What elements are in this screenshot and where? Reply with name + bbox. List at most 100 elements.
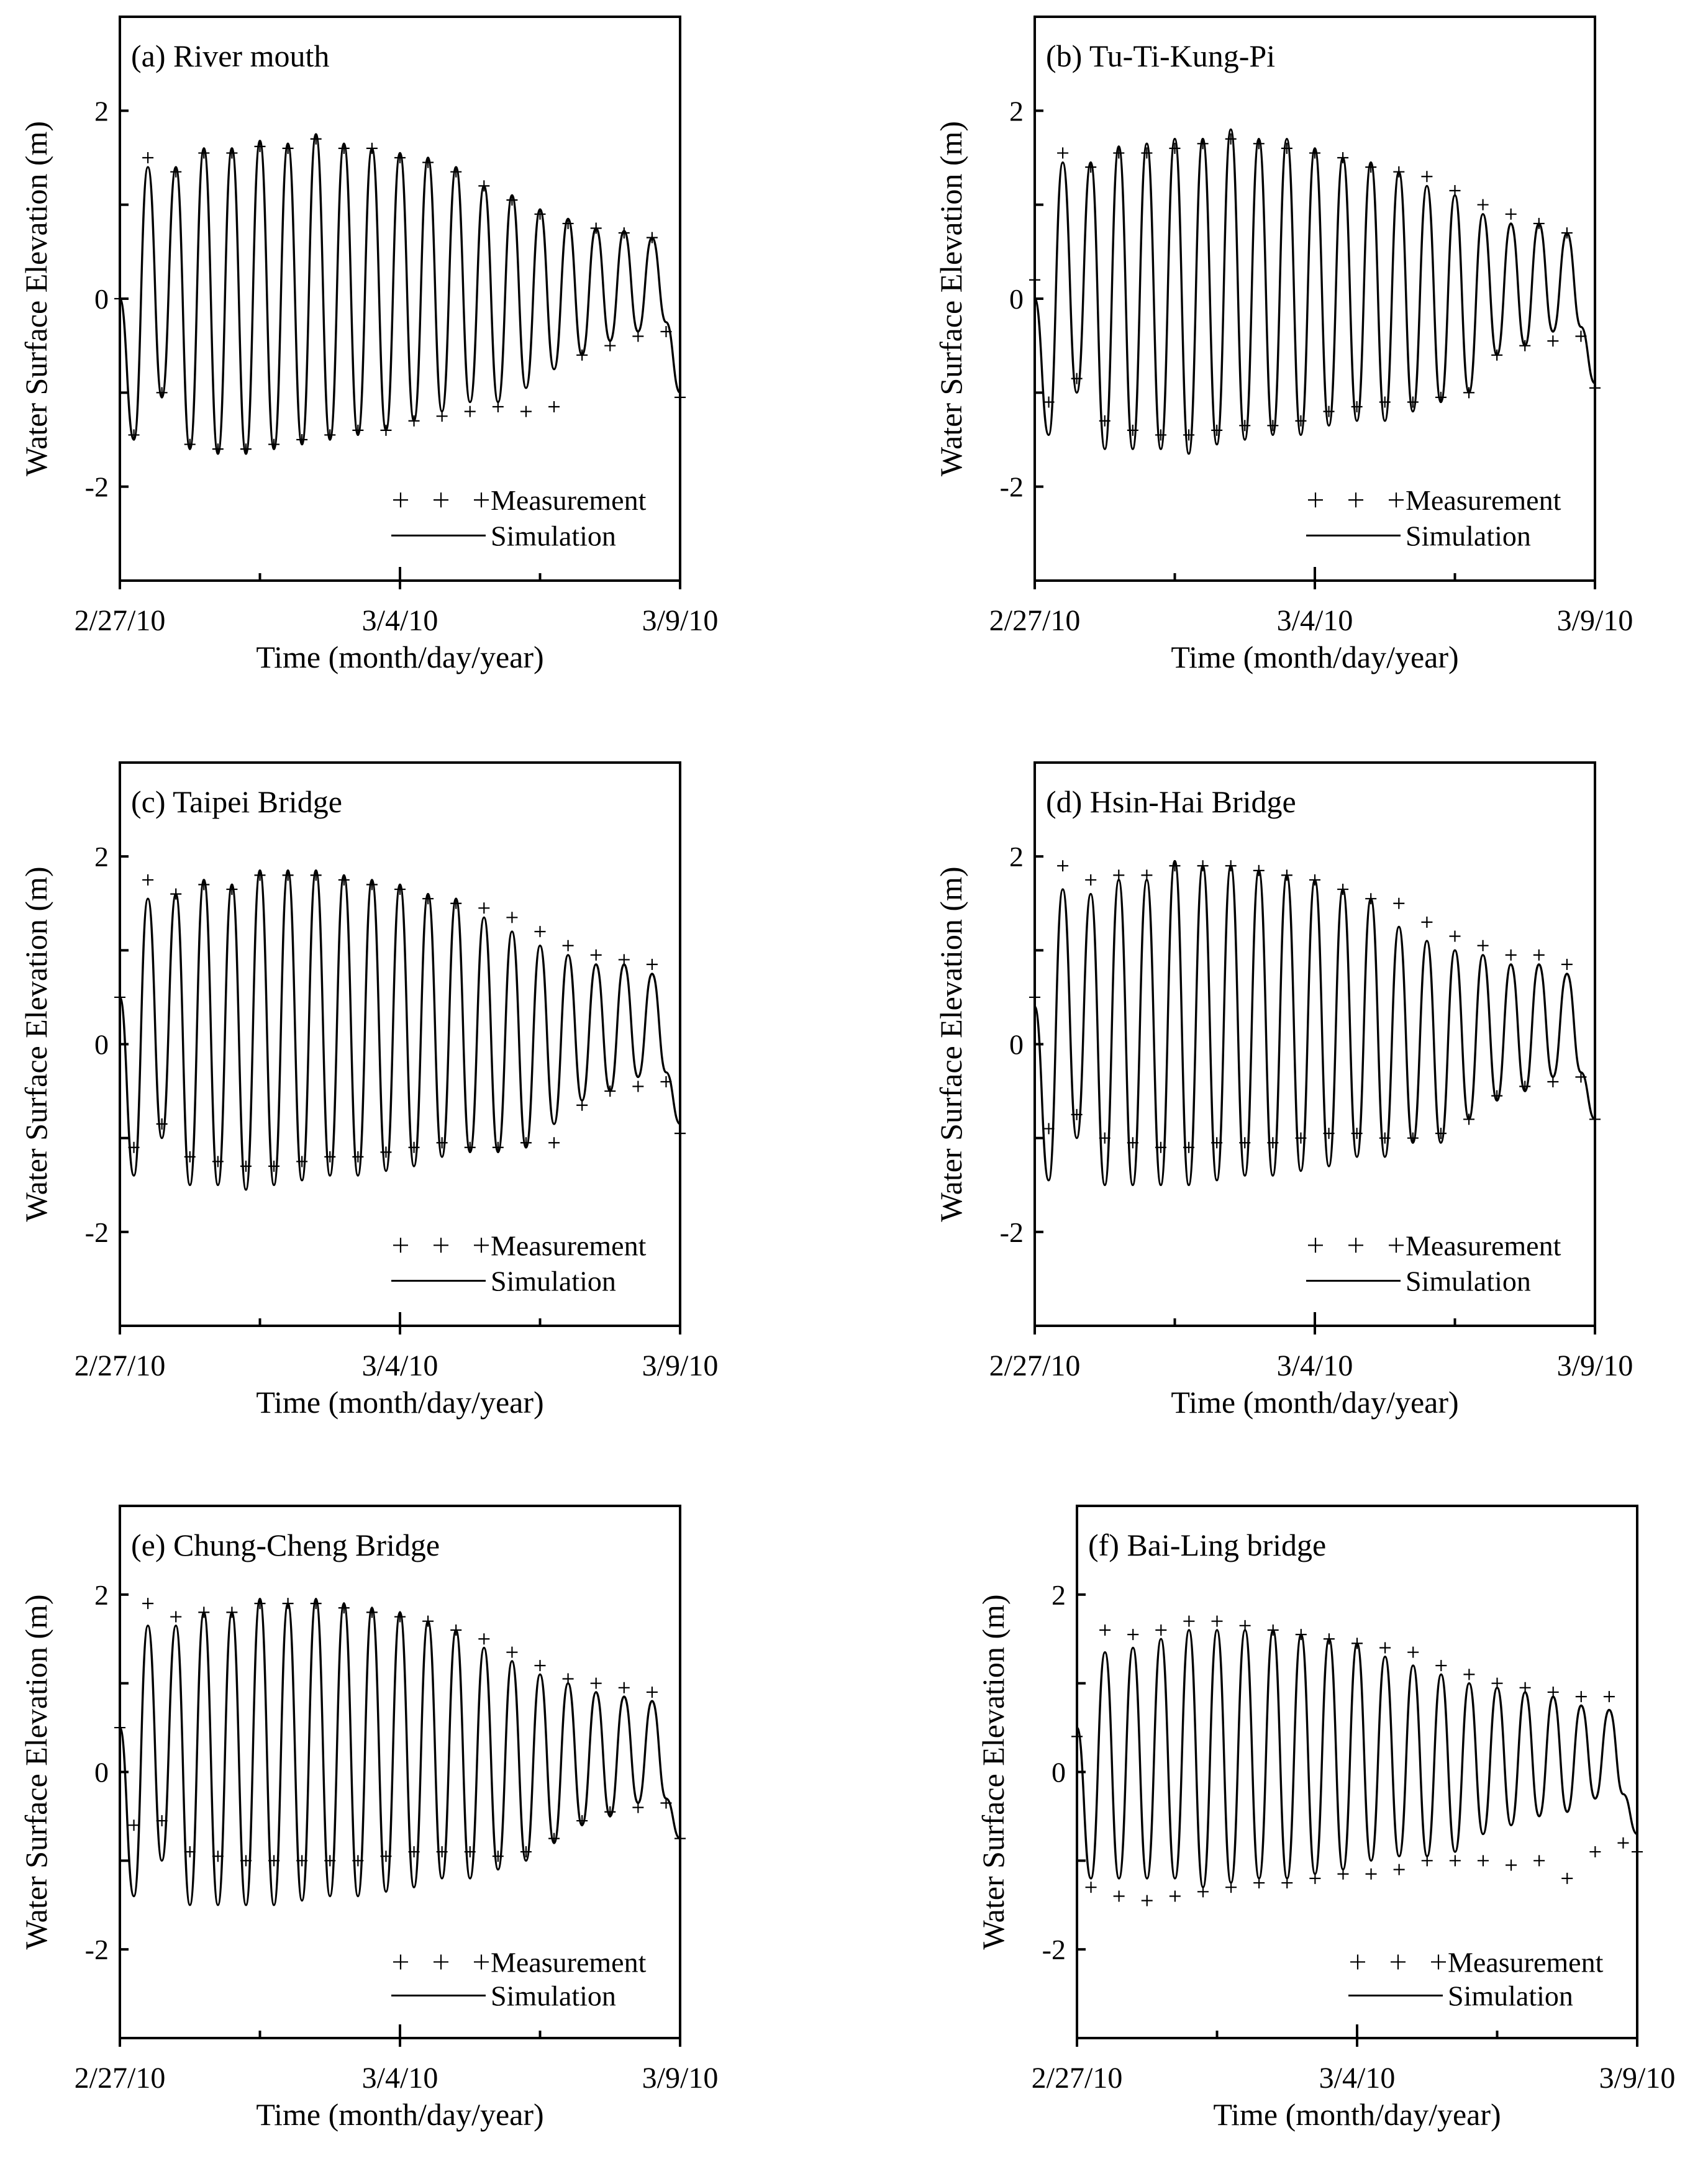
measurement-point: [254, 1598, 266, 1610]
panel-title: (c) Taipei Bridge: [131, 784, 342, 819]
measurement-point: [520, 406, 532, 417]
measurement-point: [1253, 1877, 1265, 1889]
measurement-point: [1547, 1076, 1559, 1087]
simulation-line: [119, 869, 681, 1191]
legend-measurement-marker: [1391, 1954, 1406, 1970]
measurement-point: [1099, 1132, 1111, 1144]
measurement-point: [1575, 1691, 1587, 1703]
measurement-point: [156, 1815, 168, 1827]
measurement-point: [675, 1128, 686, 1140]
measurement-point: [114, 1722, 125, 1734]
measurement-point: [1603, 1691, 1615, 1703]
legend-measurement-label: Measurement: [491, 1230, 647, 1261]
measurement-point: [1519, 340, 1531, 351]
measurement-point: [1365, 1868, 1377, 1880]
legend-simulation-label: Simulation: [491, 520, 616, 551]
measurement-point: [282, 142, 294, 154]
measurement-point: [436, 1137, 448, 1149]
measurement-point: [590, 949, 602, 961]
measurement-point: [604, 1806, 616, 1818]
measurement-point: [1449, 184, 1461, 196]
x-tick-label: 3/9/10: [642, 604, 719, 637]
measurement-point: [1589, 382, 1601, 394]
x-tick-label: 3/4/10: [1277, 604, 1353, 637]
measurement-point: [268, 1161, 280, 1172]
measurement-point: [1253, 138, 1265, 150]
measurement-point: [548, 1833, 560, 1844]
measurement-point: [450, 166, 462, 178]
measurement-point: [436, 1846, 448, 1858]
measurement-point: [142, 152, 154, 163]
measurement-point: [1505, 949, 1517, 961]
legend-measurement-marker: [474, 1238, 489, 1253]
measurement-point: [1435, 1660, 1447, 1672]
measurement-point: [1393, 166, 1405, 178]
measurement-point: [170, 166, 182, 178]
legend-simulation-label: Simulation: [1406, 1265, 1531, 1297]
measurement-point: [1365, 161, 1377, 173]
simulation-line: [1076, 1629, 1638, 1888]
legend-measurement-marker: [434, 492, 448, 508]
measurement-point: [464, 406, 476, 417]
measurement-point: [436, 410, 448, 422]
y-tick-label: 2: [1009, 841, 1024, 872]
measurement-point: [338, 874, 350, 886]
measurement-point: [464, 1846, 476, 1858]
measurement-point: [478, 1633, 490, 1645]
measurement-point: [128, 1819, 140, 1831]
measurement-point: [1519, 1682, 1531, 1693]
measurement-point: [534, 1660, 546, 1672]
measurement-point: [1239, 1620, 1251, 1631]
measurement-point: [380, 1851, 392, 1862]
measurement-point: [1309, 147, 1320, 159]
measurement-point: [1407, 1646, 1419, 1658]
measurement-point: [1183, 1141, 1195, 1153]
x-tick-label: 2/27/10: [989, 604, 1081, 637]
measurement-point: [128, 429, 140, 441]
measurement-point: [296, 1855, 308, 1867]
measurement-point: [1547, 1686, 1559, 1698]
panel-title: (f) Bai-Ling bridge: [1088, 1528, 1326, 1562]
legend-measurement-label: Measurement: [491, 1946, 647, 1978]
measurement-point: [1211, 1615, 1223, 1627]
measurement-point: [1435, 1128, 1447, 1140]
measurement-point: [1197, 1886, 1209, 1898]
measurement-point: [254, 140, 266, 152]
y-tick-label: -2: [1042, 1934, 1066, 1965]
measurement-point: [632, 330, 644, 342]
legend-measurement-marker: [393, 1954, 408, 1970]
legend-measurement-label: Measurement: [1448, 1946, 1604, 1978]
y-tick-label: 0: [1052, 1757, 1066, 1788]
measurement-point: [1506, 1859, 1517, 1871]
measurement-point: [492, 1851, 504, 1862]
measurement-point: [1197, 138, 1209, 150]
measurement-point: [1505, 208, 1517, 220]
measurement-point: [352, 1151, 364, 1162]
legend-measurement-marker: [474, 492, 489, 508]
measurement-point: [1169, 1890, 1181, 1902]
measurement-point: [240, 443, 252, 455]
measurement-point: [1477, 1855, 1489, 1867]
measurement-point: [1351, 401, 1363, 413]
measurement-point: [1463, 387, 1475, 399]
measurement-point: [408, 415, 420, 427]
measurement-point: [450, 1624, 462, 1636]
measurement-point: [240, 1855, 252, 1867]
measurement-point: [1085, 874, 1097, 886]
measurement-point: [478, 180, 490, 192]
measurement-point: [1365, 893, 1377, 905]
legend-measurement-marker: [393, 1238, 408, 1253]
measurement-point: [1029, 274, 1040, 286]
measurement-point: [604, 340, 616, 351]
measurement-point: [1281, 869, 1292, 881]
measurement-point: [408, 1141, 420, 1153]
measurement-point: [520, 1846, 532, 1858]
measurement-point: [1449, 930, 1461, 942]
measurement-point: [128, 1141, 140, 1153]
measurement-point: [198, 1606, 210, 1618]
measurement-point: [646, 959, 658, 971]
measurement-point: [338, 142, 350, 154]
measurement-point: [240, 1161, 252, 1172]
measurement-point: [1463, 1669, 1475, 1680]
measurement-point: [212, 1851, 224, 1862]
